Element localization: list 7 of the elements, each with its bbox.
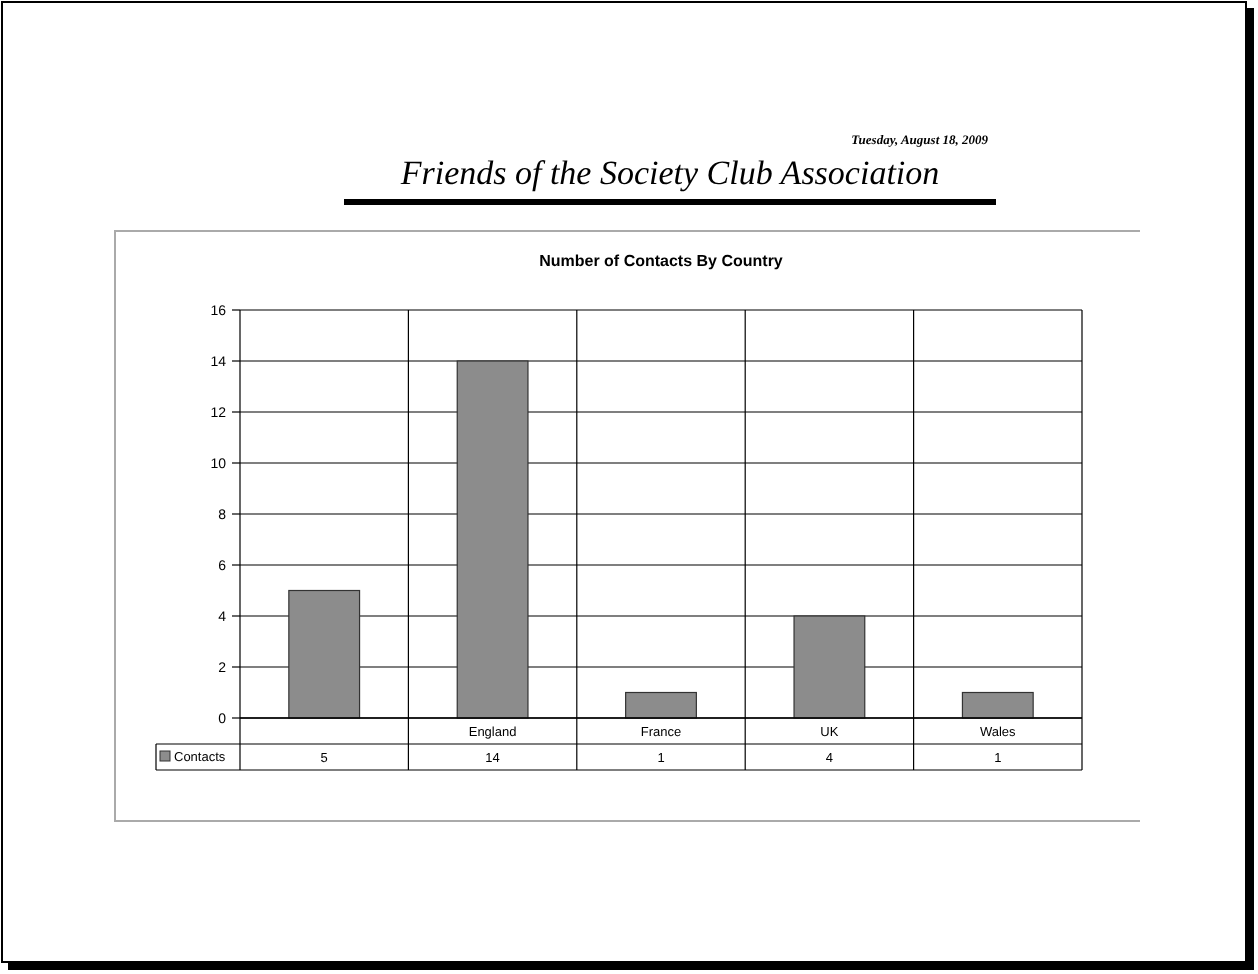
bar <box>288 589 361 719</box>
bar <box>456 360 529 719</box>
bar <box>625 691 697 719</box>
chart-title: Friends of the Society Club Association <box>398 154 940 192</box>
bar <box>961 691 1034 719</box>
chart-subtitle: Number of Contacts By Country <box>539 252 784 270</box>
bar <box>793 615 866 719</box>
